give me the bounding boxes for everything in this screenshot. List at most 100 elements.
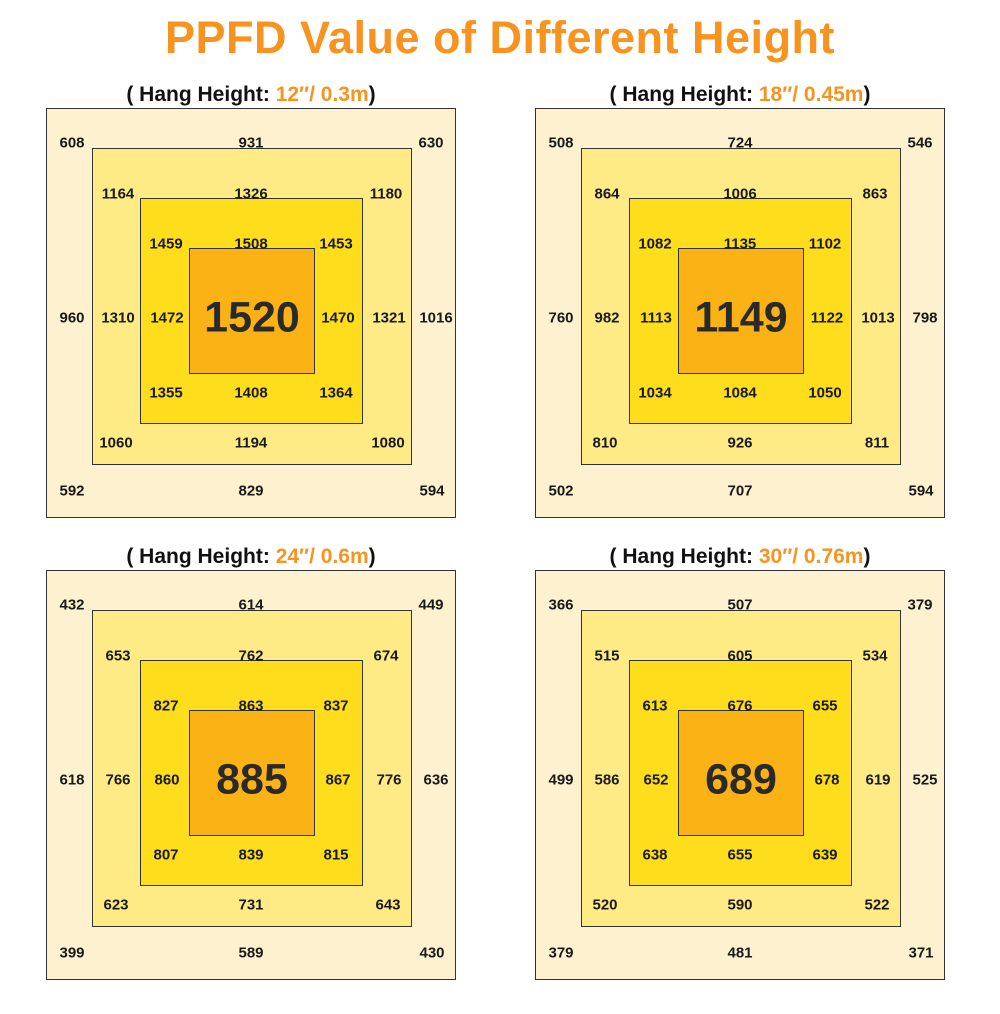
- ring1-ppfd-value: 594: [908, 482, 934, 500]
- hang-height-label: ( Hang Height: 18″/ 0.45m): [535, 82, 945, 108]
- page-title: PPFD Value of Different Height: [164, 12, 836, 63]
- hang-height-prefix: ( Hang Height:: [609, 83, 759, 106]
- hang-height-value: 24″/ 0.6m: [275, 545, 369, 568]
- ppfd-panel: ( Hang Height: 18″/ 0.45m) 508 724 546 798 59…: [535, 82, 945, 552]
- center-ppfd-value: 689: [705, 755, 777, 804]
- ring1-ppfd-value: 594: [419, 482, 445, 500]
- ring3-ppfd-value: 1470: [321, 309, 355, 327]
- ring2-ppfd-value: 1326: [234, 185, 268, 203]
- ring2-ppfd-value: 1321: [372, 309, 406, 327]
- ring3-ppfd-value: 1459: [149, 235, 183, 253]
- ring1-ppfd-value: 618: [59, 771, 85, 789]
- ring3-ppfd-value: 1453: [319, 235, 353, 253]
- ring1-ppfd-value: 432: [59, 596, 85, 614]
- hang-height-suffix: ): [368, 83, 376, 106]
- ring1-ppfd-value: 630: [418, 134, 444, 152]
- ring1-ppfd-value: 525: [912, 771, 938, 789]
- ring2-ppfd-value: 1194: [234, 434, 268, 452]
- hang-height-suffix: ): [863, 545, 871, 568]
- ring1-ppfd-value: 546: [907, 134, 933, 152]
- ring2-ppfd-value: 811: [864, 434, 890, 452]
- center-zone: [189, 248, 315, 374]
- ring1-ppfd-value: 614: [238, 596, 264, 614]
- ring2-ppfd-value: 1164: [101, 185, 135, 203]
- ring3-ppfd-value: 867: [325, 771, 351, 789]
- ring1-ppfd-value: 636: [423, 771, 449, 789]
- ring2-ppfd-value: 534: [862, 647, 888, 665]
- ring1-ppfd-value: 371: [908, 944, 934, 962]
- ring2-ppfd-value: 623: [103, 896, 129, 914]
- ring2-ppfd-value: 776: [376, 771, 402, 789]
- ring1-ppfd-value: 931: [238, 134, 264, 152]
- ring2-ppfd-value: 1180: [369, 185, 403, 203]
- ring3-ppfd-value: 1135: [723, 235, 757, 253]
- ring2-ppfd-value: 982: [594, 309, 620, 327]
- ring3-ppfd-value: 860: [154, 771, 180, 789]
- ring2-ppfd-value: 864: [594, 185, 620, 203]
- hang-height-suffix: ): [368, 545, 376, 568]
- hang-height-suffix: ): [863, 83, 871, 106]
- ring3-ppfd-value: 655: [812, 697, 838, 715]
- ring3-ppfd-value: 815: [323, 846, 349, 864]
- ring3-ppfd-value: 1050: [808, 384, 842, 402]
- ring3-ppfd-value: 676: [727, 697, 753, 715]
- ring2-ppfd-value: 1060: [99, 434, 133, 452]
- hang-height-prefix: ( Hang Height:: [609, 545, 759, 568]
- ring1-ppfd-value: 366: [548, 596, 574, 614]
- center-zone: [189, 710, 315, 836]
- ring2-ppfd-value: 674: [373, 647, 399, 665]
- ring3-ppfd-value: 1084: [723, 384, 757, 402]
- ring1-ppfd-value: 449: [418, 596, 444, 614]
- ring1-ppfd-value: 502: [548, 482, 574, 500]
- ring2-ppfd-value: 766: [105, 771, 131, 789]
- ring1-ppfd-value: 608: [59, 134, 85, 152]
- ring3-ppfd-value: 1102: [808, 235, 842, 253]
- ring2-ppfd-value: 586: [594, 771, 620, 789]
- hang-height-prefix: ( Hang Height:: [126, 545, 276, 568]
- ring2-ppfd-value: 590: [727, 896, 753, 914]
- ring2-ppfd-value: 522: [864, 896, 890, 914]
- ring3-ppfd-value: 639: [812, 846, 838, 864]
- ring1-ppfd-value: 707: [727, 482, 753, 500]
- ring1-ppfd-value: 798: [912, 309, 938, 327]
- ring1-ppfd-value: 724: [727, 134, 753, 152]
- hang-height-value: 18″/ 0.45m: [758, 83, 864, 106]
- hang-height-value: 30″/ 0.76m: [758, 545, 864, 568]
- ring3-ppfd-value: 1472: [150, 309, 184, 327]
- ring3-ppfd-value: 837: [323, 697, 349, 715]
- ring3-ppfd-value: 652: [643, 771, 669, 789]
- ring3-ppfd-value: 863: [238, 697, 264, 715]
- ring2-ppfd-value: 1310: [101, 309, 135, 327]
- ring1-ppfd-value: 481: [727, 944, 753, 962]
- ring2-ppfd-value: 515: [594, 647, 620, 665]
- ring2-ppfd-value: 762: [238, 647, 264, 665]
- ring2-ppfd-value: 643: [375, 896, 401, 914]
- hang-height-label: ( Hang Height: 30″/ 0.76m): [535, 544, 945, 570]
- ring1-ppfd-value: 399: [59, 944, 85, 962]
- ring2-ppfd-value: 605: [727, 647, 753, 665]
- ring1-ppfd-value: 589: [238, 944, 264, 962]
- ring3-ppfd-value: 1364: [319, 384, 353, 402]
- ppfd-panel: ( Hang Height: 24″/ 0.6m) 432 614 449 636 430…: [46, 544, 456, 1014]
- ring3-ppfd-value: 1122: [810, 309, 844, 327]
- ring3-ppfd-value: 1113: [640, 309, 672, 327]
- ring3-ppfd-value: 1508: [234, 235, 268, 253]
- ring3-ppfd-value: 678: [814, 771, 840, 789]
- ring3-ppfd-value: 655: [727, 846, 753, 864]
- ring1-ppfd-value: 960: [59, 309, 85, 327]
- ring2-ppfd-value: 619: [865, 771, 891, 789]
- ring1-ppfd-value: 507: [727, 596, 753, 614]
- hang-height-label: ( Hang Height: 24″/ 0.6m): [46, 544, 456, 570]
- ring1-ppfd-value: 379: [907, 596, 933, 614]
- center-zone: [678, 710, 804, 836]
- ring2-ppfd-value: 1006: [723, 185, 757, 203]
- ring2-ppfd-value: 731: [238, 896, 264, 914]
- ring3-ppfd-value: 827: [153, 697, 179, 715]
- ring2-ppfd-value: 653: [105, 647, 131, 665]
- ppfd-panel: ( Hang Height: 12″/ 0.3m) 608 931 630 1016 59…: [46, 82, 456, 552]
- center-ppfd-value: 1520: [204, 293, 300, 342]
- ring1-ppfd-value: 1016: [419, 309, 453, 327]
- ring2-ppfd-value: 520: [592, 896, 618, 914]
- ring3-ppfd-value: 1034: [638, 384, 672, 402]
- ring3-ppfd-value: 613: [642, 697, 668, 715]
